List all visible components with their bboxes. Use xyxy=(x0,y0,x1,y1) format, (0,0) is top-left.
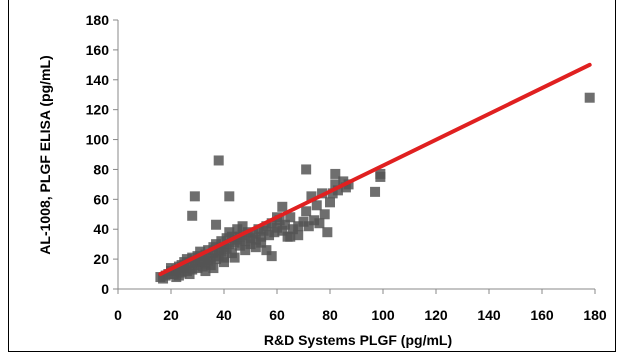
x-tick-label: 140 xyxy=(477,307,501,323)
x-tick-label: 60 xyxy=(269,307,285,323)
data-point xyxy=(189,191,200,202)
y-tick-label: 60 xyxy=(93,191,109,207)
data-point xyxy=(325,197,335,208)
data-point xyxy=(195,246,206,257)
data-point xyxy=(330,179,341,190)
y-tick-label: 0 xyxy=(101,281,109,297)
y-axis-label: AL-1008, PLGF ELISA (pg/mL) xyxy=(37,55,53,254)
data-point xyxy=(279,219,290,230)
data-point xyxy=(277,201,288,212)
data-point xyxy=(266,218,277,229)
x-tick-label: 180 xyxy=(583,307,607,323)
data-point xyxy=(287,224,298,235)
data-point xyxy=(184,258,195,269)
axes: 0 20 40 60 80 100 120 140 160 180 0 20 40 60 80 100 120… xyxy=(86,12,607,323)
trendline xyxy=(158,62,592,277)
data-point xyxy=(301,164,312,175)
data-point xyxy=(224,239,235,250)
data-point xyxy=(200,266,211,277)
data-point xyxy=(213,155,224,166)
data-point xyxy=(232,224,243,235)
data-point xyxy=(261,221,272,232)
data-point xyxy=(584,92,595,103)
x-tick-label: 20 xyxy=(163,307,179,323)
data-point xyxy=(224,191,235,202)
data-point xyxy=(216,236,227,247)
data-point xyxy=(256,231,267,242)
data-point xyxy=(311,200,322,211)
data-point xyxy=(173,270,184,281)
data-point xyxy=(240,236,251,247)
data-point xyxy=(314,218,325,229)
data-point xyxy=(211,239,222,250)
y-tick-label: 80 xyxy=(93,161,109,177)
data-point xyxy=(306,191,317,202)
data-point xyxy=(301,206,312,217)
data-point xyxy=(266,251,277,262)
data-point xyxy=(272,222,282,233)
data-point xyxy=(248,228,259,239)
data-point xyxy=(309,215,320,226)
y-tick-label: 120 xyxy=(86,102,110,118)
y-tick-label: 20 xyxy=(93,251,109,267)
x-tick-label: 40 xyxy=(216,307,232,323)
data-point xyxy=(253,224,264,235)
data-point xyxy=(285,231,296,242)
data-point xyxy=(208,263,219,274)
data-point xyxy=(319,209,330,220)
data-point xyxy=(208,248,219,259)
data-point xyxy=(256,237,267,248)
data-point xyxy=(338,176,349,187)
data-point xyxy=(250,234,261,245)
x-tick-label: 160 xyxy=(530,307,554,323)
data-point xyxy=(375,171,386,182)
y-ticks: 0 20 40 60 80 100 120 140 160 180 xyxy=(86,12,118,297)
data-point xyxy=(327,188,338,199)
data-point xyxy=(226,231,237,242)
data-point xyxy=(293,230,304,241)
x-tick-label: 100 xyxy=(371,307,395,323)
data-point xyxy=(370,186,381,197)
data-point xyxy=(322,227,333,238)
x-tick-label: 80 xyxy=(322,307,338,323)
data-point xyxy=(330,168,341,179)
data-point xyxy=(264,230,275,241)
x-tick-label: 0 xyxy=(114,307,122,323)
y-tick-label: 100 xyxy=(86,132,110,148)
y-tick-label: 140 xyxy=(86,72,110,88)
data-point xyxy=(211,219,222,230)
data-point xyxy=(229,252,240,263)
chart-frame xyxy=(8,0,616,352)
data-point xyxy=(187,210,198,221)
data-point xyxy=(298,216,309,227)
y-tick-label: 180 xyxy=(86,12,110,28)
data-point xyxy=(293,221,304,232)
data-point xyxy=(250,242,261,253)
x-axis-label: R&D Systems PLGF (pg/mL) xyxy=(264,332,452,348)
data-point xyxy=(303,221,314,232)
data-point xyxy=(261,245,272,256)
data-point xyxy=(234,240,245,251)
y-tick-label: 160 xyxy=(86,42,110,58)
data-point xyxy=(285,212,296,223)
data-point xyxy=(237,221,248,232)
data-point xyxy=(332,185,343,196)
data-point xyxy=(245,239,256,250)
data-point xyxy=(221,233,232,244)
data-point xyxy=(184,269,195,280)
data-point xyxy=(192,263,203,274)
data-point xyxy=(277,225,288,236)
x-tick-label: 120 xyxy=(424,307,448,323)
data-point xyxy=(240,245,251,256)
data-point xyxy=(219,257,229,268)
data-points xyxy=(155,92,595,284)
y-tick-label: 40 xyxy=(93,221,109,237)
x-ticks: 0 20 40 60 80 100 120 140 160 180 xyxy=(114,289,607,323)
